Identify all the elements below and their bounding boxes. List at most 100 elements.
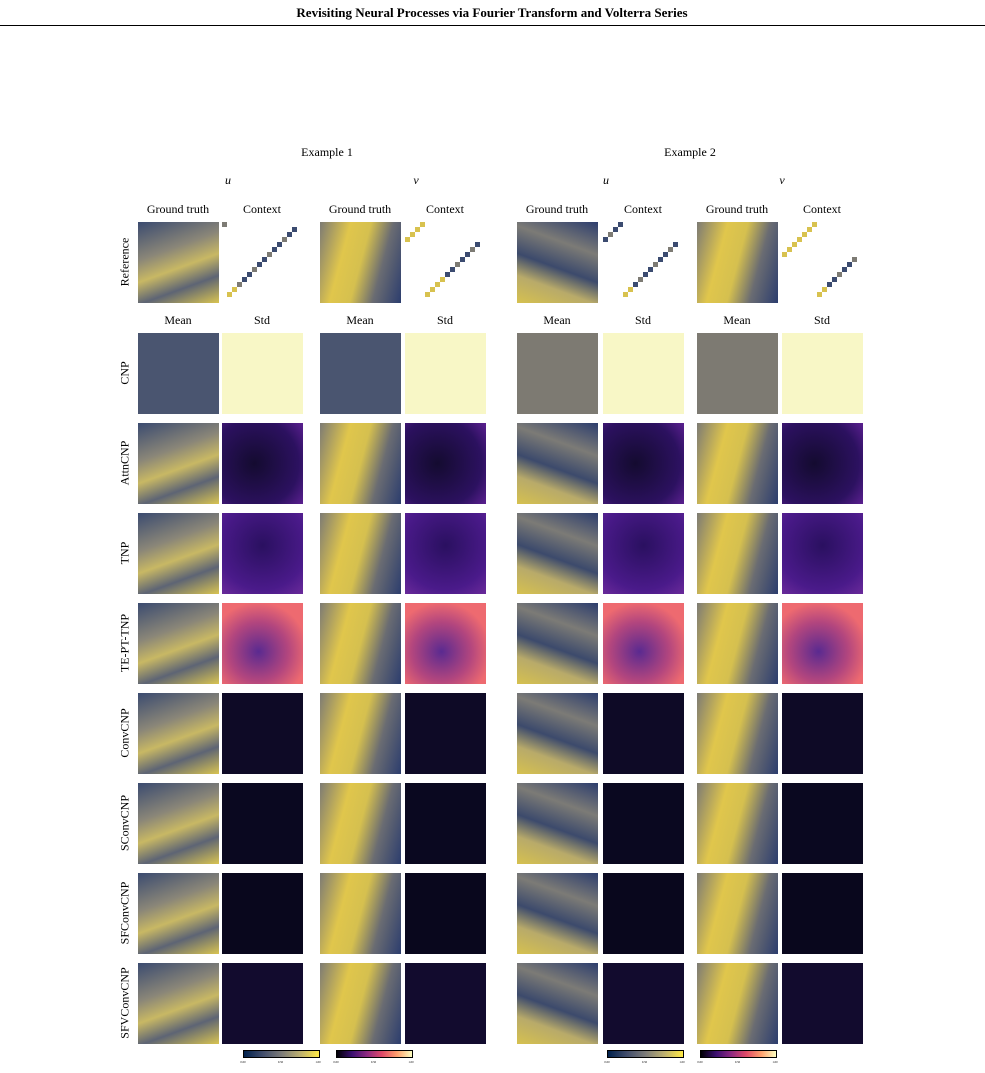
column-label: Ground truth — [146, 202, 210, 216]
ground-truth-image — [517, 222, 598, 303]
row-label: SFConvCNP — [117, 881, 132, 945]
std-image — [603, 333, 684, 414]
row-label: SConvCNP — [117, 794, 132, 852]
mean-image — [320, 873, 401, 954]
mean-image — [697, 333, 778, 414]
mean-image — [320, 783, 401, 864]
context-point — [410, 232, 415, 237]
context-point — [445, 272, 450, 277]
std-image — [782, 873, 863, 954]
column-label: Ground truth — [525, 202, 589, 216]
context-point — [425, 292, 430, 297]
row-label: TE-PT-TNP — [117, 613, 132, 673]
variable-label: u — [225, 173, 231, 187]
std-image — [405, 513, 486, 594]
context-point — [470, 247, 475, 252]
variable-label: v — [779, 173, 785, 187]
mean-image — [320, 333, 401, 414]
mean-image — [138, 603, 219, 684]
variable-label: u — [603, 173, 609, 187]
mean-image — [138, 963, 219, 1044]
context-image — [603, 222, 684, 303]
mean-image — [517, 873, 598, 954]
mean-image — [320, 423, 401, 504]
context-point — [247, 272, 252, 277]
colorbar-tick-label: 1.00 — [408, 1060, 414, 1064]
std-image — [222, 783, 303, 864]
context-point — [475, 242, 480, 247]
std-image — [603, 693, 684, 774]
column-label: Context — [803, 202, 841, 216]
colorbar — [336, 1050, 413, 1058]
std-image — [405, 783, 486, 864]
context-point — [227, 292, 232, 297]
context-point — [628, 287, 633, 292]
ground-truth-image — [138, 222, 219, 303]
mean-image — [517, 423, 598, 504]
std-image — [603, 783, 684, 864]
context-point — [817, 292, 822, 297]
mean-image — [138, 873, 219, 954]
column-label: Ground truth — [705, 202, 769, 216]
context-point — [613, 227, 618, 232]
context-point — [658, 257, 663, 262]
context-point — [807, 227, 812, 232]
context-point — [440, 277, 445, 282]
context-point — [787, 247, 792, 252]
context-point — [847, 262, 852, 267]
context-point — [822, 287, 827, 292]
mean-image — [697, 873, 778, 954]
context-point — [668, 247, 673, 252]
colorbar — [243, 1050, 320, 1058]
page-title: Revisiting Neural Processes via Fourier … — [296, 5, 688, 20]
row-label: TNP — [117, 541, 132, 565]
std-image — [405, 873, 486, 954]
context-point — [648, 267, 653, 272]
example-title: Example 1 — [301, 145, 353, 159]
mean-image — [517, 333, 598, 414]
std-image — [222, 423, 303, 504]
colorbar-tick-label: 1.00 — [315, 1060, 321, 1064]
context-point — [465, 252, 470, 257]
mean-image — [517, 963, 598, 1044]
std-image — [222, 963, 303, 1044]
std-image — [405, 963, 486, 1044]
std-image — [782, 333, 863, 414]
column-label: Mean — [543, 313, 571, 327]
std-image — [603, 423, 684, 504]
context-point — [222, 222, 227, 227]
context-image — [222, 222, 303, 303]
colorbar-tick-label: 0.50 — [734, 1060, 741, 1064]
context-point — [267, 252, 272, 257]
mean-image — [320, 963, 401, 1044]
context-point — [420, 222, 425, 227]
context-point — [673, 242, 678, 247]
std-image — [603, 963, 684, 1044]
mean-image — [138, 423, 219, 504]
context-point — [653, 262, 658, 267]
std-image — [405, 693, 486, 774]
std-image — [405, 423, 486, 504]
std-image — [782, 423, 863, 504]
mean-image — [697, 513, 778, 594]
context-point — [405, 237, 410, 242]
variable-label: v — [413, 173, 419, 187]
colorbar-tick-label: 0.50 — [641, 1060, 648, 1064]
context-point — [618, 222, 623, 227]
context-point — [455, 262, 460, 267]
std-image — [405, 333, 486, 414]
mean-image — [697, 963, 778, 1044]
context-point — [792, 242, 797, 247]
context-point — [663, 252, 668, 257]
row-label: AttnCNP — [117, 440, 132, 486]
example-title: Example 2 — [664, 145, 716, 159]
row-label: ConvCNP — [117, 708, 132, 758]
ground-truth-image — [320, 222, 401, 303]
std-image — [782, 963, 863, 1044]
mean-image — [320, 603, 401, 684]
std-image — [782, 693, 863, 774]
std-image — [603, 513, 684, 594]
context-image — [405, 222, 486, 303]
context-point — [272, 247, 277, 252]
